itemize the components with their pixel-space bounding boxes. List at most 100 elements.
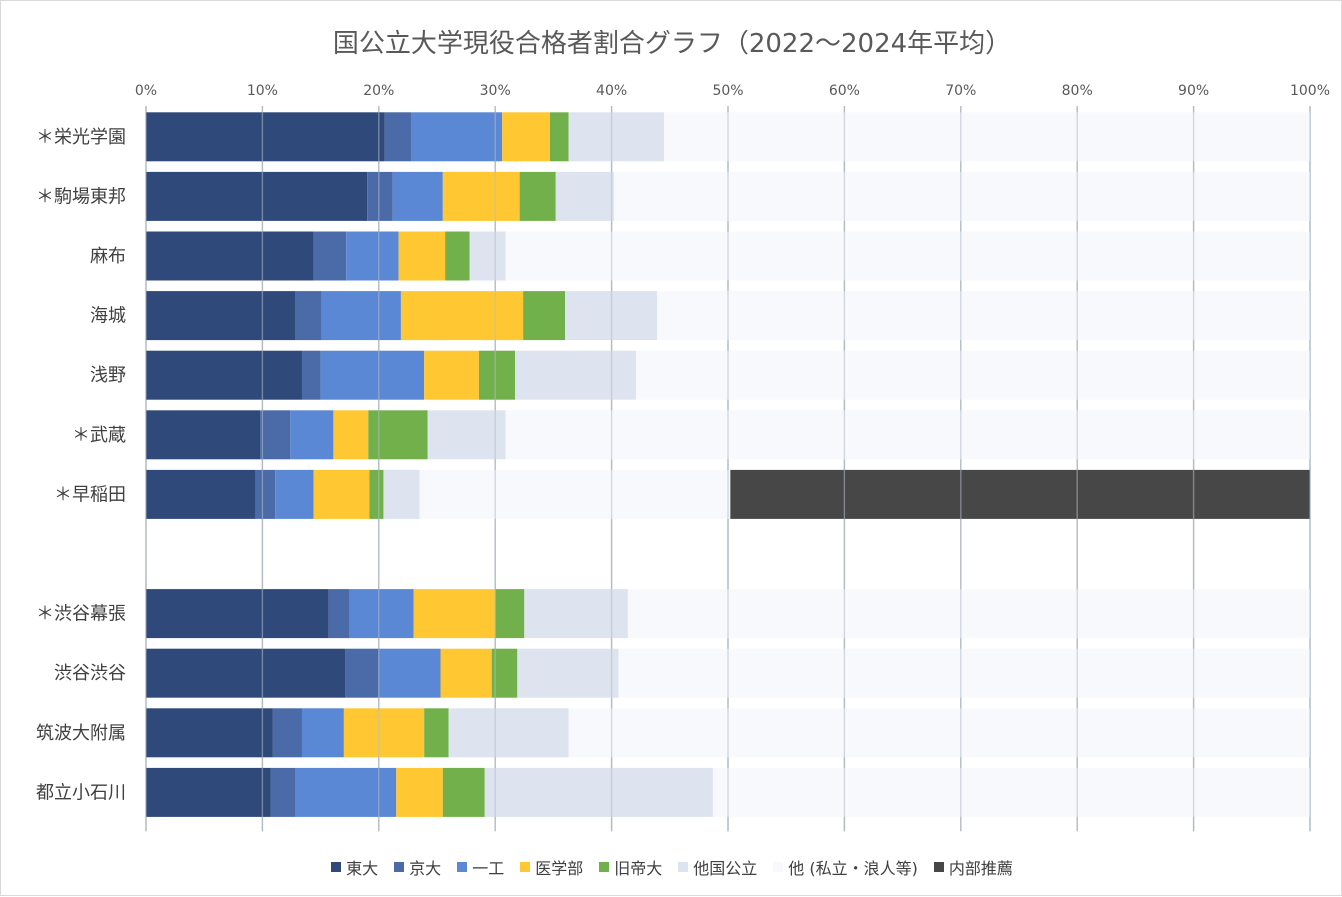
x-axis-ticks: 0% 10% 20% 30% 40% 50% 60% 70% 80% 90% 100% [135, 83, 1330, 99]
bar-segment [413, 589, 496, 639]
bar-segment [568, 112, 664, 162]
y-category-label: 麻布 [90, 246, 126, 267]
legend-item: 他国公立 [678, 855, 757, 879]
chart-title: 国公立大学現役合格者割合グラフ（2022〜2024年平均） [332, 29, 1012, 59]
bar-segment [146, 291, 295, 341]
bar-segment [419, 469, 731, 519]
bar-segment [328, 589, 350, 639]
bar-segment [424, 708, 449, 758]
bar-segment [495, 589, 525, 639]
bar-segment [272, 708, 302, 758]
legend-item: 京大 [394, 855, 441, 879]
bar-segment [146, 112, 385, 162]
x-tick-label: 90% [1178, 83, 1209, 99]
y-category-label: ＊武蔵 [72, 425, 126, 446]
bar-segment [346, 231, 399, 281]
legend-item: 旧帝大 [599, 855, 662, 879]
bar-segment [321, 291, 401, 341]
bar-segment [146, 350, 302, 400]
x-tick-label: 0% [135, 83, 157, 99]
bar-segment [568, 708, 1310, 758]
bar-segment [260, 410, 291, 460]
bar-segment [146, 231, 314, 281]
bar-segment [442, 767, 485, 817]
legend-label: 一工 [472, 859, 505, 878]
legend-label: 旧帝大 [614, 859, 663, 878]
bar-segment [400, 291, 524, 341]
legend-label: 他国公立 [693, 859, 758, 878]
legend-label: 京大 [409, 859, 442, 878]
bars [146, 112, 1310, 817]
bar-segment [491, 648, 518, 698]
bar-segment [294, 291, 322, 341]
legend-swatch [599, 862, 610, 872]
x-tick-label: 10% [247, 83, 278, 99]
y-category-label: ＊早稲田 [54, 484, 126, 505]
bar-segment [440, 648, 492, 698]
bar-segment [427, 410, 506, 460]
x-tick-label: 100% [1290, 83, 1330, 99]
bar-segment [549, 112, 569, 162]
bar-segment [313, 231, 347, 281]
bar-segment [502, 112, 550, 162]
legend-swatch [773, 862, 784, 872]
bar-segment [343, 708, 425, 758]
bar-segment [369, 469, 384, 519]
bar-segment [368, 410, 428, 460]
y-category-label: 渋谷渋谷 [54, 663, 126, 684]
y-category-label: ＊駒場東邦 [36, 186, 126, 207]
bar-segment [396, 767, 443, 817]
legend: 東大 京大 一工 医学部 旧帝大 他国公立 他 (私立・浪人等) 内部推薦 [1, 855, 1342, 879]
bar-segment [301, 708, 344, 758]
bar-segment [505, 231, 1310, 281]
bar-segment [442, 171, 520, 221]
bar-segment [146, 171, 368, 221]
bar-segment [519, 171, 556, 221]
x-tick-label: 70% [945, 83, 976, 99]
bar-segment [448, 708, 569, 758]
y-category-label: ＊渋谷幕張 [36, 604, 126, 625]
bar-segment [275, 469, 314, 519]
x-tick-label: 80% [1062, 83, 1093, 99]
legend-item: 東大 [331, 855, 378, 879]
bar-segment [523, 291, 566, 341]
bar-segment [270, 767, 295, 817]
bar-segment [146, 589, 329, 639]
bar-segment [345, 648, 379, 698]
y-category-label: ＊栄光学園 [36, 127, 126, 148]
bar-segment [384, 112, 412, 162]
y-category-label: 都立小石川 [36, 782, 126, 803]
y-category-label: 浅野 [90, 365, 126, 386]
bar-segment [656, 291, 1310, 341]
bar-segment [478, 350, 515, 400]
bar-segment [349, 589, 414, 639]
x-tick-label: 40% [596, 83, 627, 99]
bar-segment [333, 410, 369, 460]
bar-segment [627, 589, 1310, 639]
bar-segment [383, 469, 420, 519]
bar-segment [411, 112, 503, 162]
bar-segment [514, 350, 637, 400]
legend-swatch [678, 862, 689, 872]
legend-swatch [331, 862, 342, 872]
legend-label: 東大 [346, 859, 379, 878]
x-tick-label: 50% [712, 83, 743, 99]
bar-segment [555, 171, 614, 221]
legend-label: 他 (私立・浪人等) [788, 859, 918, 878]
legend-swatch [457, 862, 468, 872]
legend-item: 一工 [457, 855, 504, 879]
bar-segment [146, 410, 261, 460]
bar-segment [367, 171, 393, 221]
bar-segment [294, 767, 397, 817]
bar-segment [255, 469, 276, 519]
x-tick-label: 20% [363, 83, 394, 99]
legend-label: 内部推薦 [948, 859, 1013, 878]
bar-segment [712, 767, 1310, 817]
bar-segment [636, 350, 1310, 400]
bar-segment [290, 410, 334, 460]
legend-item: 他 (私立・浪人等) [773, 855, 918, 879]
bar-segment [320, 350, 425, 400]
